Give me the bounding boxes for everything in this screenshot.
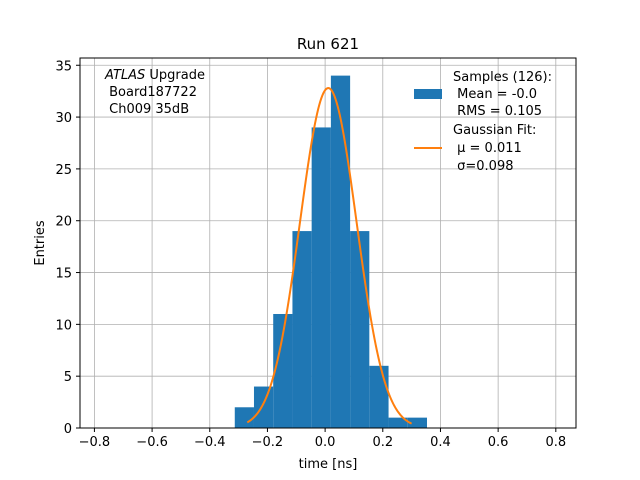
y-tick-label: 15 [55, 267, 72, 282]
histogram-bars [234, 75, 427, 429]
y-tick-label: 35 [55, 59, 72, 74]
x-tick-label: −0.8 [79, 435, 111, 450]
histogram-bar [330, 75, 351, 428]
x-tick-label: 0.0 [315, 435, 336, 450]
x-axis-label: time [ns] [299, 457, 358, 472]
histogram-bar [369, 365, 389, 428]
histogram-bar [407, 417, 427, 428]
x-tick-label: −0.2 [252, 435, 284, 450]
histogram-bar [311, 127, 331, 429]
histogram-bar [253, 386, 274, 428]
legend-fit-line-1: Gaussian Fit: [453, 123, 536, 138]
annotation-atlas: ATLAS [104, 68, 145, 83]
histogram-bar [388, 417, 408, 428]
histogram-bar [273, 313, 293, 428]
annotation-line-2: Board187722 [105, 85, 197, 100]
legend: Samples (126): Mean = -0.0 RMS = 0.105 G… [414, 70, 552, 174]
legend-samples-line-1: Samples (126): [453, 70, 552, 85]
y-tick-label: 5 [64, 370, 72, 385]
x-tick-label: −0.6 [136, 435, 168, 450]
legend-samples-line-2: Mean = -0.0 [453, 87, 537, 102]
gaussian-fit-curve [246, 87, 413, 425]
atlas-annotation: ATLAS Upgrade Board187722 Ch009 35dB [104, 68, 205, 117]
x-tick-label: −0.4 [194, 435, 226, 450]
x-tick-label: 0.8 [545, 435, 566, 450]
y-axis-label: Entries [33, 220, 48, 266]
histogram-bar [234, 407, 254, 428]
histogram-bar [350, 231, 370, 428]
x-tick-label: 0.2 [372, 435, 393, 450]
chart-title: Run 621 [297, 35, 359, 53]
gaussian-fit [246, 87, 413, 425]
legend-fit-line-3: σ=0.098 [453, 159, 513, 174]
plot-frame [79, 57, 577, 429]
annotation-line-1: ATLAS Upgrade [104, 68, 205, 83]
y-tick-label: 0 [64, 422, 72, 437]
legend-fit-line-2: μ = 0.011 [453, 141, 522, 156]
histogram-bar [292, 231, 312, 428]
legend-samples-swatch [414, 89, 442, 99]
x-tick-label: 0.6 [488, 435, 509, 450]
y-axis-ticks: 0 5 10 15 20 25 30 35 [55, 59, 80, 437]
legend-samples-line-3: RMS = 0.105 [453, 104, 542, 119]
y-tick-label: 10 [55, 318, 72, 333]
y-tick-label: 25 [55, 163, 72, 178]
x-tick-label: 0.4 [430, 435, 451, 450]
annotation-line-3: Ch009 35dB [105, 102, 189, 117]
x-axis-ticks: −0.8 −0.6 −0.4 −0.2 0.0 0.2 0.4 0.6 0.8 [79, 428, 566, 450]
y-tick-label: 20 [55, 215, 72, 230]
annotation-upgrade: Upgrade [145, 68, 205, 83]
y-tick-label: 30 [55, 111, 72, 126]
